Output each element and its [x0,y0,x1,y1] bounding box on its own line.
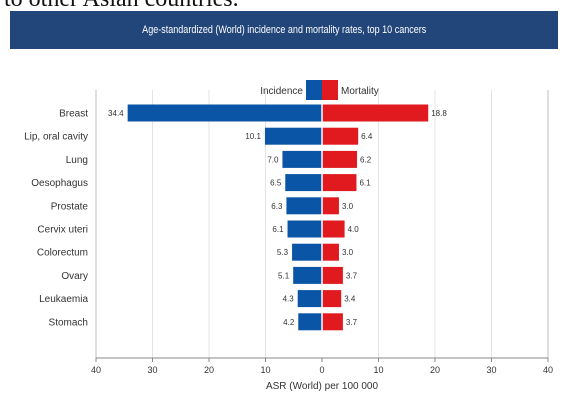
data-label-incidence: 6.3 [271,202,283,211]
chart-header-band: Age-standardized (World) incidence and m… [10,11,558,49]
page-intro-text: to other Asian countries. [4,0,239,13]
chart-container: Breast 34.4 18.8 Lip, oral cavity 10.1 6.4 Lun… [10,60,558,396]
x-tick-label: 0 [319,365,324,375]
bar-mortality [322,150,358,168]
category-label: Prostate [51,201,89,212]
category-label: Cervix uteri [37,225,88,236]
data-label-incidence: 5.1 [278,271,290,280]
data-label-mortality: 6.2 [360,155,372,164]
x-tick-label: 10 [373,365,383,375]
legend-swatch-mortality [322,80,338,100]
bar-mortality [322,266,343,284]
category-label: Lip, oral cavity [24,132,88,143]
data-label-mortality: 6.4 [361,132,373,141]
bar-incidence [287,220,322,238]
data-label-incidence: 6.1 [272,225,284,234]
bar-incidence [264,127,322,145]
bar-incidence [297,290,322,308]
data-label-mortality: 6.1 [359,179,371,188]
x-tick-label: 20 [430,365,440,375]
data-label-incidence: 34.4 [108,109,124,118]
bar-incidence [282,150,322,168]
bars-layer [127,100,429,358]
category-label: Lung [66,155,88,166]
x-tick-label: 30 [147,365,157,375]
x-axis: 40 30 20 10 0 10 20 30 40 ASR (World) per 100 000 [91,357,553,392]
data-label-incidence: 5.3 [277,248,289,257]
bar-incidence [292,243,322,261]
bar-incidence [127,104,322,122]
bar-mortality [322,243,339,261]
data-label-incidence: 4.3 [283,295,295,304]
category-label: Breast [59,109,88,120]
category-label: Ovary [61,271,88,282]
legend-label-mortality: Mortality [341,86,379,97]
bar-mortality [322,220,345,238]
data-label-incidence: 6.5 [270,179,282,188]
bar-mortality [322,104,429,122]
x-tick-label: 20 [204,365,214,375]
data-label-mortality: 18.8 [431,109,447,118]
bar-mortality [322,290,342,308]
data-label-incidence: 10.1 [245,132,261,141]
data-label-mortality: 3.7 [346,271,358,280]
category-label: Stomach [49,317,88,328]
diverging-bar-chart: Breast 34.4 18.8 Lip, oral cavity 10.1 6.4 Lun… [24,80,553,392]
bar-mortality [322,174,357,192]
legend-label-incidence: Incidence [260,86,303,97]
x-tick-label: 40 [543,365,553,375]
x-tick-label: 10 [260,365,270,375]
bar-incidence [285,174,322,192]
category-label: Colorectum [37,248,88,259]
bar-mortality [322,313,343,331]
category-label: Leukaemia [39,294,88,305]
bar-incidence [298,313,322,331]
bar-mortality [322,197,339,215]
data-label-mortality: 3.7 [346,318,358,327]
x-axis-label: ASR (World) per 100 000 [266,381,379,392]
chart-title: Age-standardized (World) incidence and m… [141,24,427,36]
grid-layer [95,90,549,358]
x-tick-label: 30 [486,365,496,375]
data-label-mortality: 3.0 [342,248,354,257]
x-tick-label: 40 [91,365,101,375]
legend-swatch-incidence [306,80,322,100]
data-label-mortality: 3.4 [344,295,356,304]
data-label-mortality: 3.0 [342,202,354,211]
data-label-incidence: 4.2 [283,318,295,327]
category-label: Oesophagus [31,178,88,189]
bar-incidence [293,266,322,284]
data-label-mortality: 4.0 [348,225,360,234]
labels-layer: Breast 34.4 18.8 Lip, oral cavity 10.1 6.4 Lun… [24,109,447,329]
data-label-incidence: 7.0 [267,155,279,164]
bar-incidence [286,197,322,215]
legend: Incidence Mortality [260,80,379,100]
bar-mortality [322,127,359,145]
